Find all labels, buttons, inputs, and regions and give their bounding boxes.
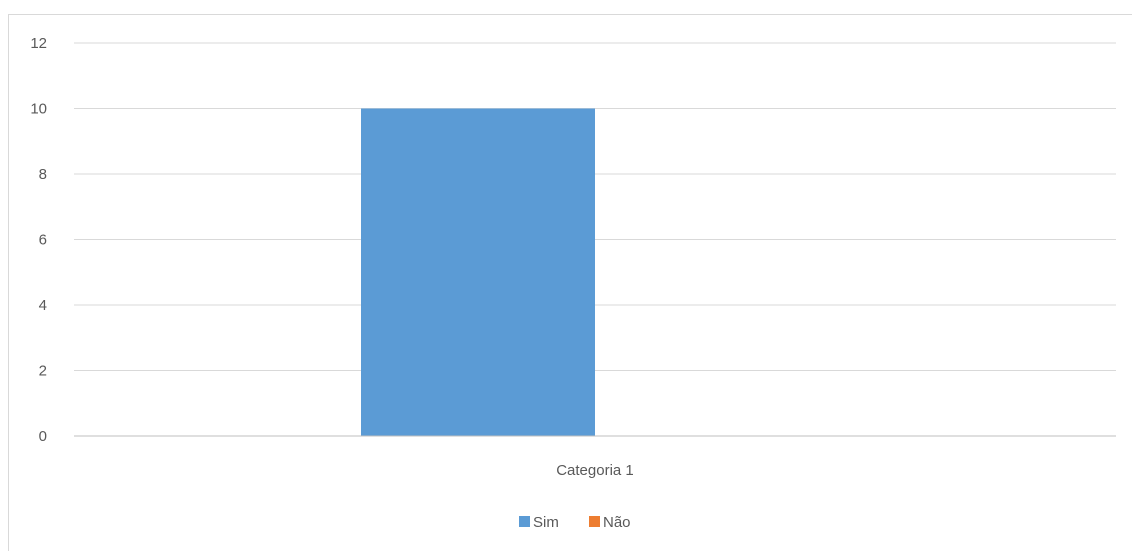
y-tick-label: 8 xyxy=(39,166,47,183)
legend-label: Sim xyxy=(533,514,559,531)
y-tick-label: 0 xyxy=(39,428,47,445)
y-tick-label: 12 xyxy=(30,35,47,52)
y-tick-label: 10 xyxy=(30,101,47,118)
legend-swatch xyxy=(589,516,600,527)
y-tick-label: 6 xyxy=(39,232,47,249)
legend-swatch xyxy=(519,516,530,527)
x-tick-label: Categoria 1 xyxy=(556,462,634,479)
y-tick-label: 4 xyxy=(39,297,47,314)
bars xyxy=(361,108,595,436)
y-tick-label: 2 xyxy=(39,363,47,380)
bar-sim xyxy=(361,108,595,436)
legend: Sim Não xyxy=(519,514,631,531)
legend-label: Não xyxy=(603,514,631,531)
y-axis-tick-labels: 0 2 4 6 8 10 12 xyxy=(30,35,47,445)
x-axis-tick-labels: Categoria 1 xyxy=(556,462,634,479)
